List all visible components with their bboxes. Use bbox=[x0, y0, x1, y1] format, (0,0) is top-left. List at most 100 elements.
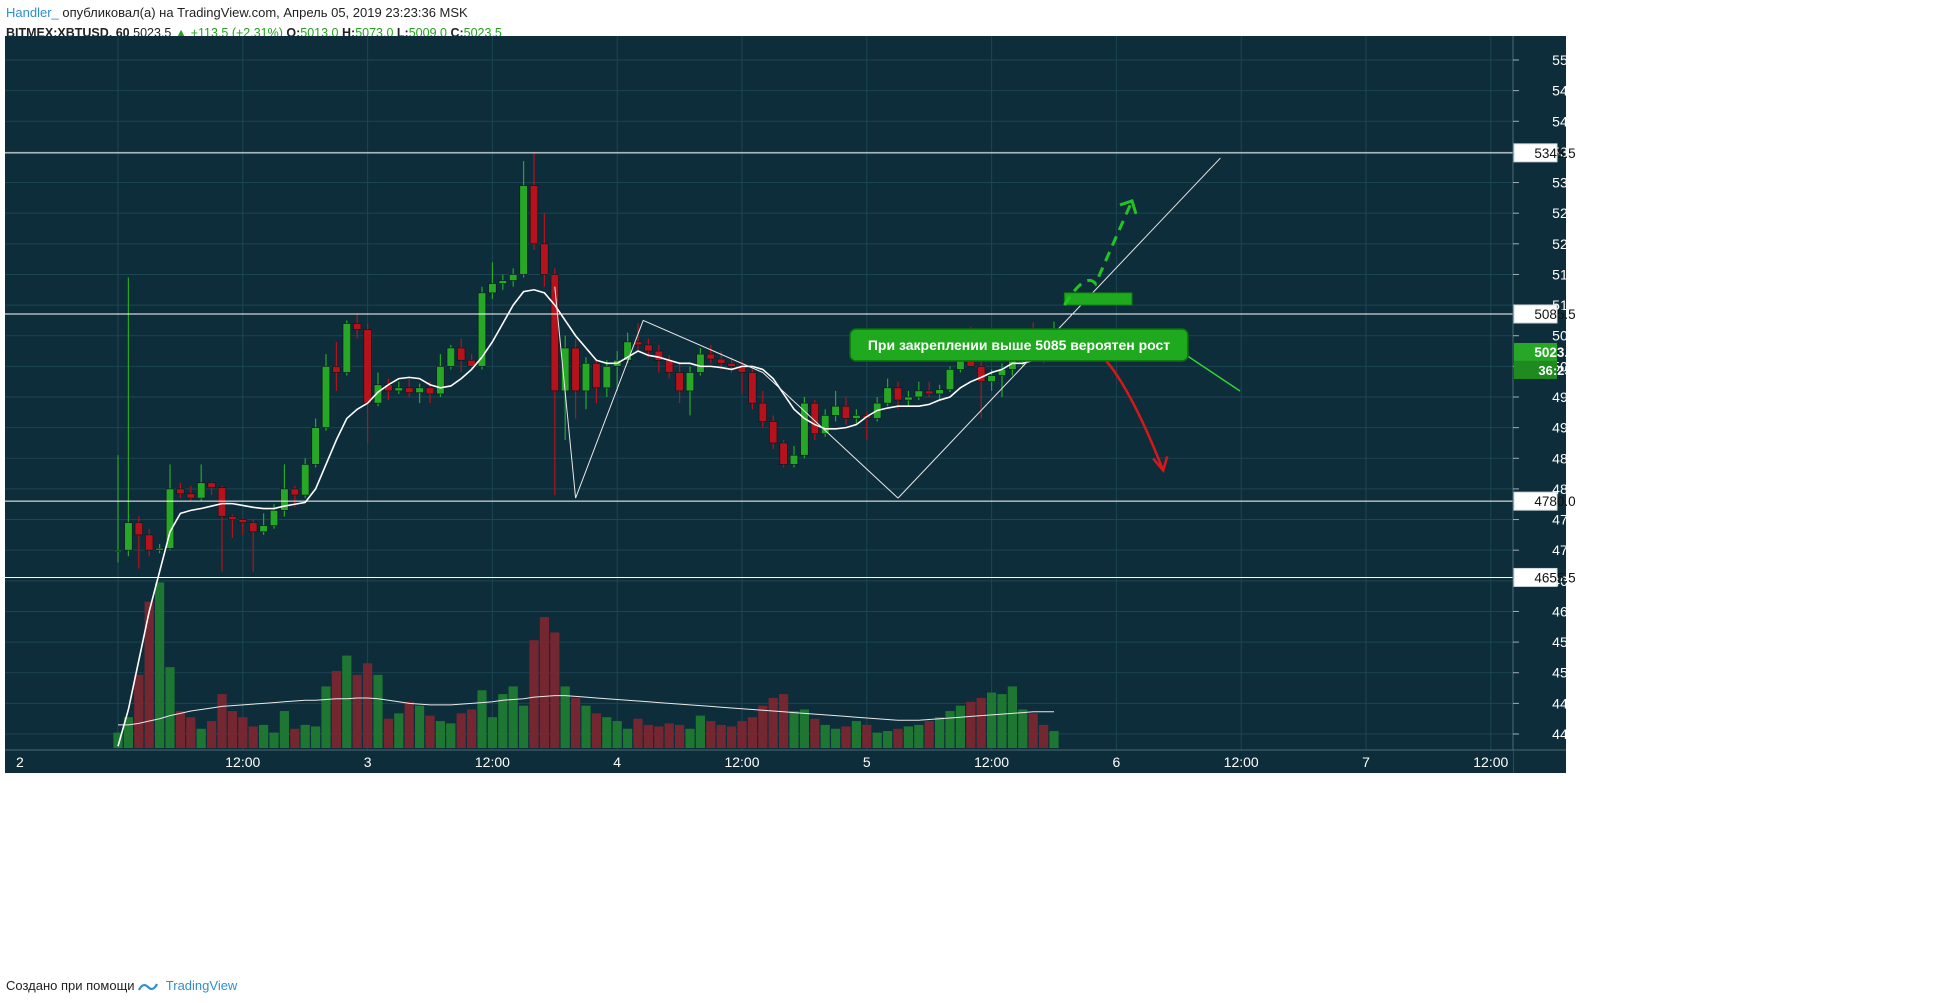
publish-line: Handler_ опубликовал(а) на TradingView.c… bbox=[6, 4, 502, 22]
volume-bar bbox=[685, 728, 695, 748]
candle-body bbox=[540, 243, 549, 275]
horizontal-levels bbox=[5, 152, 1513, 578]
volume-bar bbox=[758, 705, 768, 748]
price-tick-label: 5050.0 bbox=[1552, 328, 1595, 344]
volume-bar bbox=[883, 731, 893, 748]
candle-body bbox=[893, 387, 903, 401]
volume-bar bbox=[487, 717, 497, 748]
volume-bar bbox=[820, 724, 830, 748]
candle-body bbox=[124, 522, 133, 551]
candle-body bbox=[207, 482, 216, 488]
volume-bar bbox=[747, 717, 757, 748]
price-tick-label: 4950.0 bbox=[1552, 389, 1595, 405]
candle-body bbox=[841, 405, 851, 419]
volume-bar bbox=[862, 724, 872, 748]
pattern-line bbox=[897, 157, 1221, 499]
level-price-tag-label: 5348.5 bbox=[1534, 146, 1575, 161]
annotation-text: При закреплении выше 5085 вероятен рост bbox=[868, 337, 1170, 353]
candle-timer-tag bbox=[1514, 360, 1557, 379]
volume-bar bbox=[207, 721, 217, 748]
price-tick-label: 4850.0 bbox=[1552, 450, 1595, 466]
candle-body bbox=[987, 375, 996, 382]
volume-bar bbox=[352, 674, 362, 748]
candle-body bbox=[280, 488, 289, 511]
publish-info: опубликовал(а) на TradingView.com, Апрел… bbox=[62, 5, 468, 20]
volume-bar bbox=[716, 724, 726, 748]
volume-bar bbox=[415, 705, 425, 748]
volume-bar bbox=[539, 617, 549, 748]
price-tick-label: 5200.0 bbox=[1552, 236, 1595, 252]
candle-body bbox=[831, 405, 840, 416]
time-axis-labels: 2 12:00 3 12:00 4 12:00 5 12:00 6 12:00 7 12:00 bbox=[5, 749, 1566, 770]
candle-body bbox=[228, 516, 237, 520]
plot-area[interactable] bbox=[5, 36, 1513, 750]
candle-body bbox=[904, 396, 913, 401]
candle-body bbox=[789, 454, 799, 465]
volume-bar bbox=[529, 640, 539, 748]
tradingview-brand-link[interactable]: TradingView bbox=[165, 978, 238, 993]
candle-body bbox=[332, 366, 341, 373]
annotation-box[interactable] bbox=[849, 328, 1189, 362]
candle-body bbox=[446, 347, 455, 367]
candle-body bbox=[134, 522, 143, 536]
volume-ma bbox=[118, 695, 1054, 726]
candle-body bbox=[186, 493, 195, 499]
volume-bar bbox=[654, 726, 664, 748]
moving-average bbox=[117, 288, 1034, 747]
volume-bar bbox=[519, 705, 529, 748]
volume-bar bbox=[831, 728, 841, 748]
level-price-tag-label: 4655.5 bbox=[1534, 570, 1575, 585]
candle-body bbox=[311, 427, 320, 465]
time-axis[interactable] bbox=[5, 750, 1513, 773]
volume-bar bbox=[331, 671, 341, 748]
candle-body bbox=[935, 389, 944, 395]
volume-bar bbox=[581, 705, 591, 748]
volume-bar bbox=[456, 713, 466, 748]
level-price-tag bbox=[1513, 143, 1558, 163]
price-tick-label: 5350.0 bbox=[1552, 144, 1595, 160]
time-tick-label: 6 bbox=[1113, 754, 1121, 770]
volume-bar bbox=[1028, 713, 1038, 748]
volume-bar bbox=[1007, 686, 1017, 748]
volume-bar bbox=[227, 711, 237, 748]
annotation-pointer bbox=[1185, 354, 1241, 392]
volume-bar bbox=[508, 686, 518, 748]
level-price-tag-label: 5085.5 bbox=[1534, 307, 1575, 322]
volume-bar bbox=[363, 663, 373, 748]
volume-bar bbox=[727, 726, 737, 748]
volume-bar bbox=[217, 694, 227, 748]
volume-bar bbox=[446, 723, 456, 748]
volume-bar bbox=[175, 711, 185, 748]
candle-body bbox=[353, 323, 362, 330]
candle-body bbox=[197, 482, 206, 499]
footer: Создано при помощи TradingView bbox=[6, 975, 237, 997]
candle-body bbox=[405, 387, 414, 394]
price-tick-label: 5400.0 bbox=[1552, 113, 1595, 129]
volume-bar bbox=[165, 667, 175, 748]
price-tick-label: 5300.0 bbox=[1552, 175, 1595, 191]
author-link[interactable]: Handler_ bbox=[6, 5, 59, 20]
candle-body bbox=[477, 292, 487, 367]
level-price-tag-label: 4780.0 bbox=[1534, 494, 1575, 509]
low-label: L: bbox=[396, 26, 409, 40]
time-tick-label: 3 bbox=[364, 754, 372, 770]
annotation[interactable]: При закреплении выше 5085 вероятен рост bbox=[849, 328, 1241, 392]
candle-body bbox=[113, 549, 123, 552]
volume-bar bbox=[914, 724, 924, 748]
volume-bar bbox=[664, 723, 674, 748]
candle-body bbox=[945, 369, 955, 390]
current-price-tag bbox=[1514, 342, 1557, 361]
volume-bar bbox=[373, 674, 383, 748]
volume-ma-line bbox=[118, 695, 1054, 726]
bullish-forecast bbox=[1063, 200, 1134, 306]
volume-bar bbox=[290, 728, 300, 748]
volume-bar bbox=[997, 694, 1007, 748]
price-tick-label: 4650.0 bbox=[1552, 573, 1595, 589]
candle-body bbox=[290, 488, 299, 496]
price-tick-label: 4800.0 bbox=[1552, 481, 1595, 497]
candle-body bbox=[509, 274, 518, 281]
candle-body bbox=[467, 359, 476, 367]
candle-body bbox=[488, 283, 497, 294]
candle-body bbox=[800, 402, 809, 456]
